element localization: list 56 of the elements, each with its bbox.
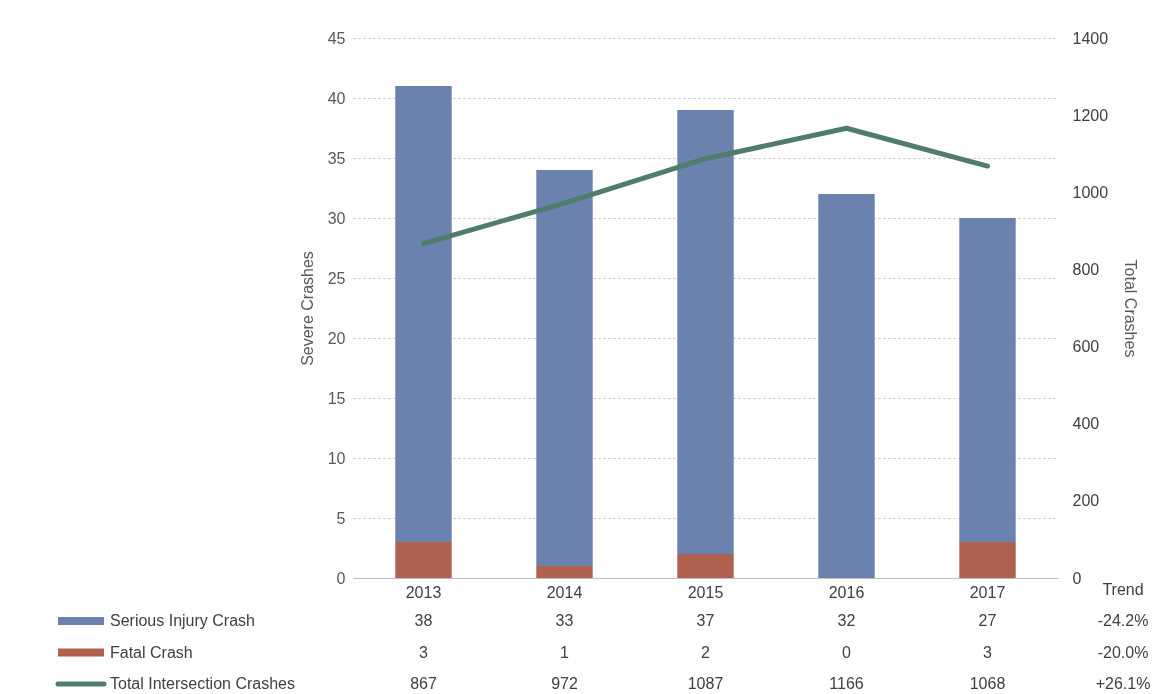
legend-label: Fatal Crash bbox=[110, 643, 193, 661]
data-label: 33 bbox=[555, 612, 574, 629]
data-label: 32 bbox=[837, 612, 856, 629]
x-tick-label: 2017 bbox=[969, 583, 1006, 601]
y2-tick-label: 800 bbox=[1072, 260, 1100, 278]
data-label: 3 bbox=[419, 643, 429, 661]
legend-label: Total Intersection Crashes bbox=[110, 675, 295, 692]
y2-tick-label: 1400 bbox=[1072, 29, 1109, 47]
y2-tick-label: 600 bbox=[1072, 338, 1100, 356]
y-tick-label: 30 bbox=[327, 209, 346, 227]
x-tick-label: 2016 bbox=[828, 583, 865, 601]
data-label: 27 bbox=[978, 612, 997, 629]
data-label: 37 bbox=[696, 612, 715, 629]
bar bbox=[395, 542, 452, 578]
y-tick-label: 0 bbox=[336, 569, 346, 587]
text: -20.0% bbox=[1097, 643, 1149, 661]
y-tick-label: 15 bbox=[327, 389, 346, 407]
bar bbox=[959, 542, 1016, 578]
bar bbox=[677, 110, 734, 554]
data-label: 0 bbox=[842, 643, 852, 661]
x-tick-label: 2015 bbox=[687, 583, 724, 601]
y-tick-label: 35 bbox=[327, 149, 346, 167]
y2-tick-label: 400 bbox=[1072, 415, 1100, 433]
y2-tick-label: 200 bbox=[1072, 492, 1100, 510]
y2-tick-label: 1200 bbox=[1072, 106, 1109, 124]
bar bbox=[536, 566, 593, 578]
bar bbox=[677, 554, 734, 578]
y-tick-label: 10 bbox=[327, 449, 346, 467]
data-label: 3 bbox=[983, 643, 993, 661]
data-label: 38 bbox=[414, 612, 433, 629]
text: -24.2% bbox=[1097, 612, 1149, 629]
data-label: 1 bbox=[560, 643, 570, 661]
bar bbox=[536, 170, 593, 566]
y-tick-label: 40 bbox=[327, 89, 346, 107]
x-tick-label: 2014 bbox=[546, 583, 583, 601]
bar bbox=[959, 218, 1016, 542]
x-tick-label: 2013 bbox=[405, 583, 442, 601]
y2-tick-label: 0 bbox=[1072, 569, 1082, 587]
text: +26.1% bbox=[1095, 675, 1151, 692]
y2-axis-title: Total Crashes bbox=[1122, 259, 1140, 358]
y-tick-label: 25 bbox=[327, 269, 346, 287]
y-axis-title: Severe Crashes bbox=[298, 251, 316, 366]
bar bbox=[395, 86, 452, 542]
y-tick-label: 20 bbox=[327, 329, 346, 347]
bar bbox=[818, 194, 875, 578]
y-tick-label: 45 bbox=[327, 29, 346, 47]
y2-tick-label: 1000 bbox=[1072, 183, 1109, 201]
data-label: 1087 bbox=[687, 675, 724, 692]
legend-label: Serious Injury Crash bbox=[110, 612, 255, 629]
data-label: 1166 bbox=[829, 675, 864, 692]
y-tick-label: 5 bbox=[336, 509, 346, 527]
data-label: 1068 bbox=[969, 675, 1006, 692]
data-label: 867 bbox=[410, 675, 437, 692]
data-label: 972 bbox=[551, 675, 578, 692]
text: Trend bbox=[1102, 581, 1144, 598]
data-label: 2 bbox=[701, 643, 711, 661]
